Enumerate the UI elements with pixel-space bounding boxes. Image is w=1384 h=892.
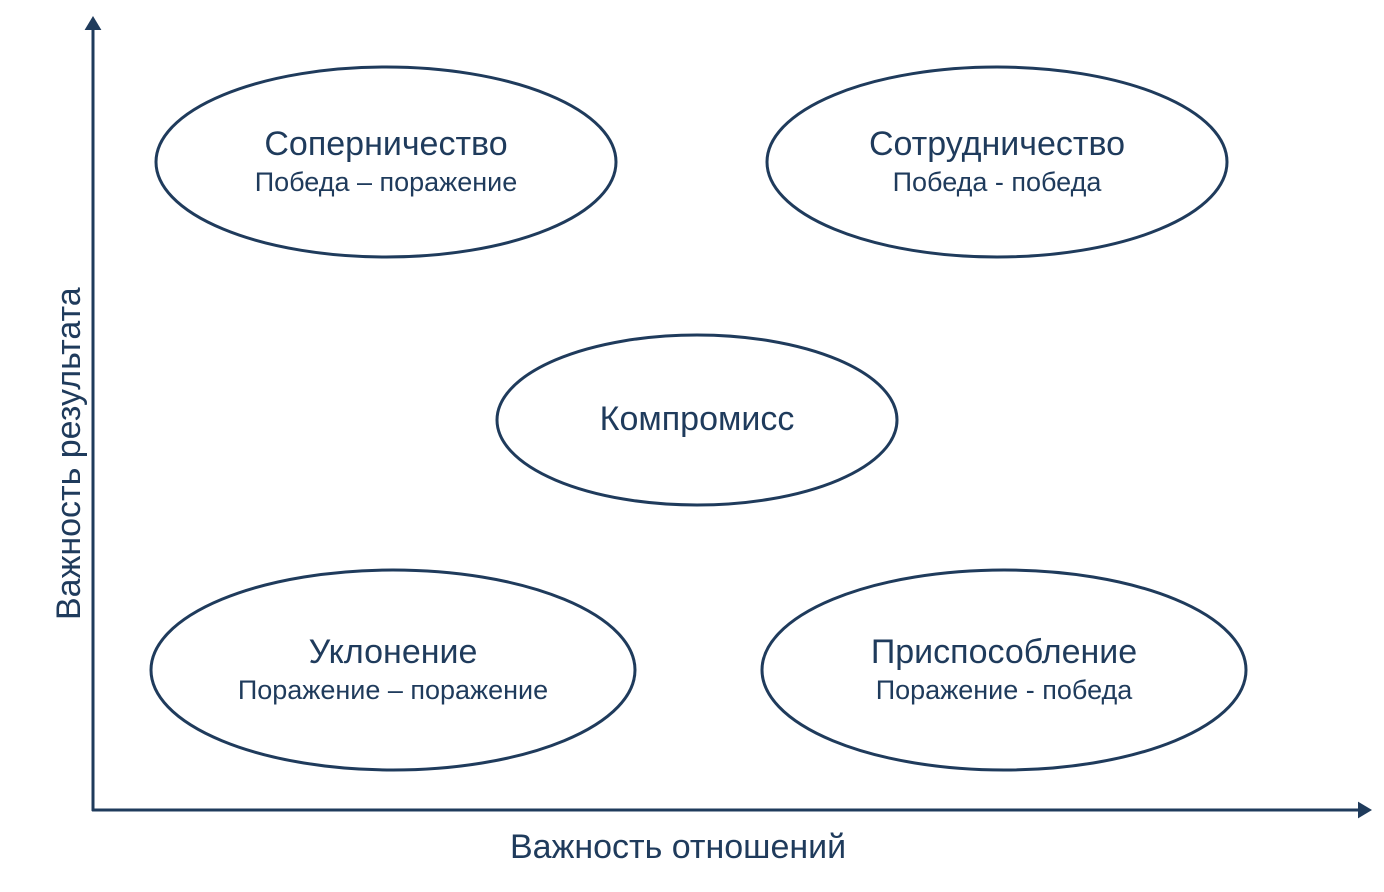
- y-axis-label: Важность результата: [50, 287, 89, 620]
- node-avoidance: УклонениеПоражение – поражение: [151, 570, 635, 770]
- node-title: Соперничество: [264, 125, 507, 164]
- node-title: Приспособление: [871, 633, 1137, 672]
- node-subtitle: Поражение – поражение: [238, 674, 548, 706]
- node-competition: СоперничествоПобеда – поражение: [156, 67, 616, 257]
- node-title: Компромисс: [600, 400, 795, 439]
- node-subtitle: Победа - победа: [893, 166, 1102, 198]
- node-subtitle: Поражение - победа: [876, 674, 1133, 706]
- node-compromise: Компромисс: [497, 335, 897, 505]
- node-collaboration: СотрудничествоПобеда - победа: [767, 67, 1227, 257]
- node-subtitle: Победа – поражение: [255, 166, 518, 198]
- node-title: Сотрудничество: [869, 125, 1125, 164]
- x-axis-label: Важность отношений: [510, 828, 846, 867]
- node-title: Уклонение: [309, 633, 478, 672]
- diagram-canvas: Важность результата Важность отношений С…: [0, 0, 1384, 892]
- node-accommodation: ПриспособлениеПоражение - победа: [762, 570, 1246, 770]
